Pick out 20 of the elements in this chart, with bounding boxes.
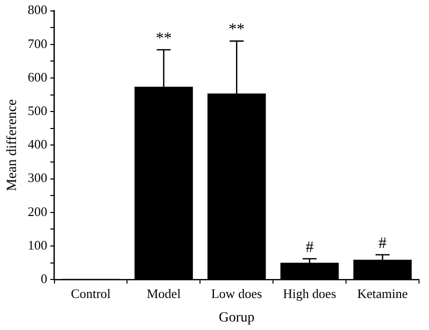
y-tick-label: 600 bbox=[28, 69, 48, 84]
y-tick-label: 0 bbox=[40, 271, 48, 286]
y-tick-label: 700 bbox=[28, 36, 48, 51]
x-tick-label: Control bbox=[70, 286, 112, 301]
annotation: ** bbox=[156, 30, 172, 47]
annotation: # bbox=[378, 234, 387, 252]
x-tick-label: Model bbox=[146, 286, 182, 301]
x-tick-label: Low does bbox=[211, 286, 262, 301]
x-axis-title: Gorup bbox=[218, 310, 255, 326]
annotation: ** bbox=[228, 21, 245, 38]
annotation: # bbox=[306, 238, 314, 256]
y-tick-label: 500 bbox=[28, 103, 48, 118]
x-tick-label: High does bbox=[283, 286, 336, 301]
x-tick-label: Ketamine bbox=[357, 286, 408, 301]
y-axis-title: Mean difference bbox=[5, 99, 20, 192]
y-tick-label: 200 bbox=[28, 204, 48, 219]
y-tick-label: 300 bbox=[28, 170, 48, 186]
y-tick-label: 100 bbox=[28, 237, 48, 252]
y-tick-label: 800 bbox=[28, 2, 48, 18]
y-tick-label: 400 bbox=[28, 136, 48, 152]
